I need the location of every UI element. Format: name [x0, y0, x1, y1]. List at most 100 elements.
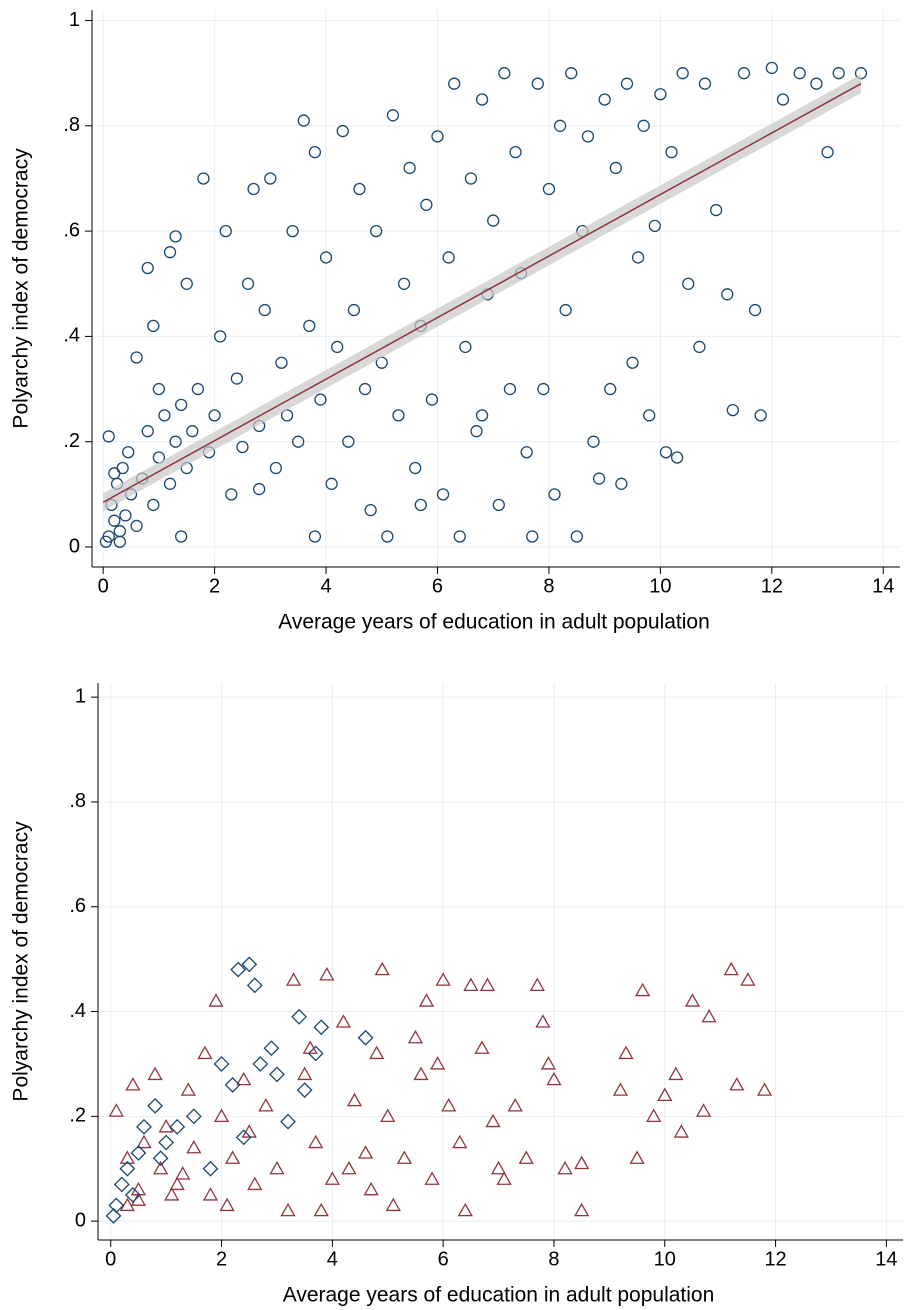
x-tick-label: 0: [105, 1248, 116, 1270]
point: [202, 1187, 219, 1201]
point: [537, 382, 550, 396]
point: [629, 1150, 645, 1164]
point: [418, 993, 435, 1007]
point: [520, 446, 533, 459]
point: [475, 409, 489, 422]
point: [754, 409, 767, 422]
point: [748, 303, 762, 317]
x-tick-label: 4: [320, 575, 331, 597]
point: [186, 1139, 202, 1154]
point: [169, 435, 182, 448]
point: [668, 1066, 684, 1081]
y-tick-label: .6: [69, 895, 86, 917]
x-tick-label: 0: [98, 575, 109, 597]
point: [219, 1197, 235, 1212]
x-tick-label: 2: [216, 1248, 227, 1270]
point: [152, 382, 166, 396]
point: [108, 514, 121, 527]
point: [475, 93, 489, 106]
point: [709, 203, 723, 217]
point: [540, 1056, 557, 1070]
point: [163, 477, 177, 490]
point: [122, 446, 135, 459]
point: [535, 1014, 551, 1028]
x-tick-label: 8: [548, 1248, 559, 1270]
point: [291, 1008, 308, 1025]
point: [324, 1171, 340, 1185]
x-tick-label: 6: [438, 1248, 449, 1270]
point: [119, 509, 132, 522]
y-tick-label: .2: [63, 430, 80, 452]
point: [124, 1187, 141, 1203]
x-tick-label: 14: [872, 575, 894, 597]
point: [682, 277, 695, 290]
point: [452, 1134, 468, 1149]
point: [496, 1171, 512, 1185]
point: [175, 1166, 191, 1180]
point: [314, 393, 327, 406]
x-tick-label: 6: [432, 575, 443, 597]
point: [740, 972, 756, 986]
point: [347, 303, 361, 317]
point: [180, 1082, 196, 1096]
point: [357, 1029, 374, 1046]
x-tick-label: 2: [209, 575, 220, 597]
point: [542, 182, 556, 196]
point: [335, 1014, 352, 1028]
point: [113, 1176, 130, 1193]
point: [659, 446, 673, 459]
point: [453, 530, 466, 543]
point: [263, 1040, 280, 1057]
point: [280, 1202, 296, 1217]
point: [776, 93, 790, 106]
point: [147, 1097, 163, 1114]
y-tick-label: .6: [63, 219, 80, 241]
point: [509, 145, 522, 159]
point: [113, 525, 127, 538]
point: [202, 1160, 219, 1177]
point: [246, 977, 263, 994]
point: [175, 530, 188, 543]
point: [264, 172, 277, 185]
point: [414, 498, 427, 512]
point: [169, 230, 182, 243]
point: [463, 977, 479, 991]
point: [654, 88, 667, 101]
x-axis-title: Average years of education in adult popu…: [278, 611, 710, 634]
point: [587, 435, 600, 448]
point: [684, 993, 701, 1007]
y-tick-label: 0: [75, 1209, 86, 1231]
point: [105, 1207, 122, 1224]
point: [470, 425, 483, 438]
point: [442, 251, 455, 264]
point: [191, 382, 205, 396]
point: [319, 251, 333, 264]
point: [197, 172, 210, 185]
point: [701, 1008, 717, 1023]
point: [185, 1108, 202, 1125]
point: [186, 425, 199, 438]
point: [459, 340, 472, 354]
point: [620, 77, 634, 90]
point: [397, 277, 411, 290]
point: [280, 409, 294, 422]
point: [364, 503, 377, 517]
point: [230, 961, 247, 978]
point: [175, 398, 188, 411]
x-axis-title: Average years of education in adult popu…: [283, 1284, 715, 1307]
point: [693, 340, 706, 354]
point: [559, 303, 572, 317]
point: [152, 1150, 169, 1167]
point: [363, 1181, 379, 1196]
point: [507, 1098, 523, 1112]
point: [358, 382, 372, 396]
point: [553, 119, 567, 132]
point: [280, 1113, 296, 1130]
point: [136, 1134, 152, 1149]
point: [604, 382, 617, 396]
point: [353, 182, 366, 196]
point: [581, 130, 595, 143]
point: [102, 430, 115, 443]
point: [574, 1202, 590, 1217]
